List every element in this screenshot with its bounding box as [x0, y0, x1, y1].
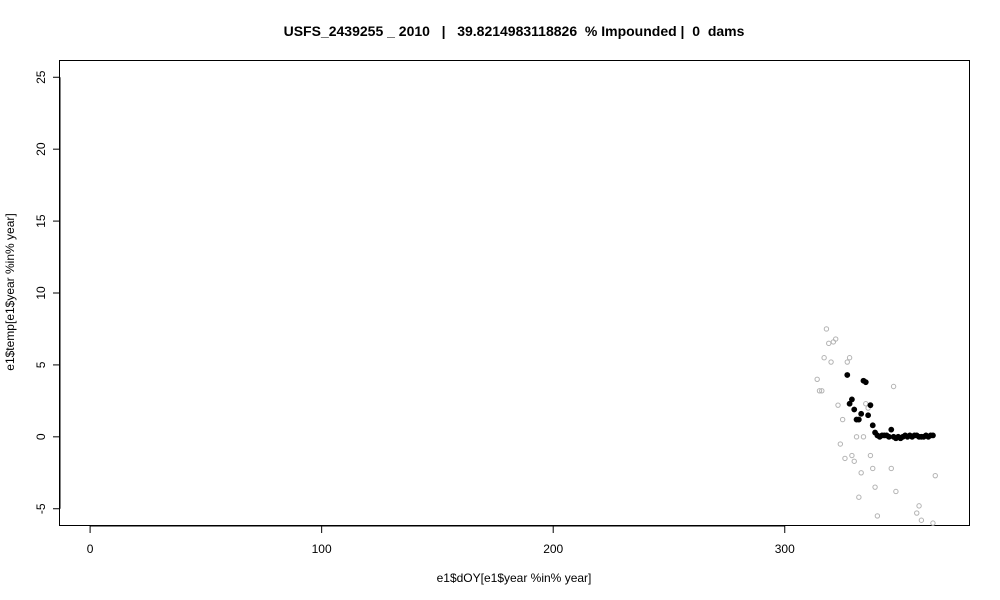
x-tick-label: 200: [543, 542, 563, 556]
data-point-open: [918, 517, 925, 523]
y-tick-label: -5: [34, 503, 48, 514]
data-point-open: [890, 383, 897, 390]
y-tick-label: 0: [34, 433, 48, 440]
data-point-open: [849, 452, 855, 459]
data-point-filled: [888, 426, 895, 433]
data-point-open: [819, 388, 825, 394]
data-point-open: [826, 340, 832, 347]
data-point-open: [837, 441, 844, 447]
data-point-open: [816, 388, 823, 394]
data-point-filled: [844, 372, 851, 378]
data-point-open: [851, 458, 857, 464]
y-axis-label: e1$temp[e1$year %in% year]: [3, 213, 17, 370]
x-tick-label: 100: [312, 542, 332, 556]
data-point-open: [853, 434, 860, 440]
data-point-filled: [862, 379, 869, 386]
data-point-open: [821, 355, 827, 361]
data-point-filled: [858, 410, 865, 417]
data-point-open: [867, 452, 874, 459]
data-point-open: [846, 355, 853, 361]
data-point-open: [888, 465, 894, 472]
data-point-open: [893, 488, 899, 495]
y-tick-label: 25: [34, 70, 48, 84]
data-point-open: [932, 472, 938, 479]
data-point-filled: [865, 412, 872, 419]
data-point-open: [828, 359, 834, 365]
x-tick-label: 0: [87, 542, 94, 556]
data-point-open: [814, 376, 820, 382]
chart-title: USFS_2439255 _ 2010 | 39.8214983118826 %…: [284, 23, 745, 39]
data-point-open: [858, 470, 864, 476]
y-axis: -5 0 5 10 15 20 25: [34, 70, 61, 514]
y-tick-label: 15: [34, 214, 48, 228]
x-axis-label: e1$dOY[e1$year %in% year]: [437, 571, 592, 585]
data-point-open: [860, 434, 867, 440]
x-axis: 0 100 200 300: [87, 525, 795, 556]
data-point-open: [872, 484, 878, 490]
data-point-open: [844, 359, 850, 365]
data-point-open: [863, 401, 869, 407]
data-point-open: [856, 494, 862, 500]
data-point-open: [870, 465, 876, 472]
y-tick-label: 20: [34, 142, 48, 156]
data-point-open: [842, 455, 848, 462]
data-point-open: [832, 336, 839, 342]
data-point-filled: [869, 422, 876, 429]
y-tick-label: 5: [34, 361, 48, 368]
data-point-filled: [930, 432, 936, 439]
data-point-open: [823, 326, 830, 332]
data-point-open: [930, 520, 936, 526]
data-point-filled: [851, 406, 858, 413]
y-tick-label: 10: [34, 286, 48, 300]
data-point-open: [916, 503, 922, 509]
data-points: [814, 326, 938, 526]
plot-area: [59, 60, 970, 526]
data-point-open: [914, 510, 920, 516]
data-point-open: [874, 513, 881, 519]
data-point-open: [839, 416, 846, 423]
x-tick-label: 300: [775, 542, 795, 556]
data-point-filled: [849, 396, 855, 403]
data-point-filled: [855, 416, 862, 423]
data-point-filled: [867, 402, 874, 409]
data-point-open: [835, 402, 841, 408]
